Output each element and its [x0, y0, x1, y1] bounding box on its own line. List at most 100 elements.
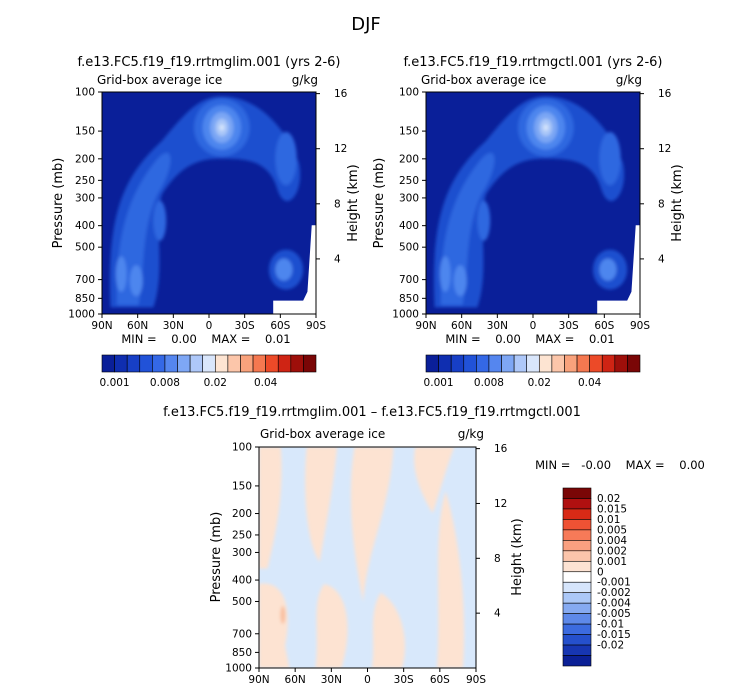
- colorbar-swatch: [562, 644, 592, 656]
- x-tick-label: 30N: [487, 320, 508, 332]
- y-tick-label: 200: [232, 508, 252, 520]
- colorbar-label: 0.02: [597, 493, 620, 505]
- colorbar-swatch: [513, 354, 528, 373]
- y-tick-label: 250: [232, 529, 252, 541]
- colorbar-swatch: [438, 354, 452, 373]
- y-tick-label: 700: [75, 274, 95, 286]
- x-tick-label: 30N: [163, 320, 184, 332]
- colorbar-swatch: [139, 354, 153, 373]
- surface-mask: [597, 225, 640, 314]
- ice-contour: [116, 152, 171, 306]
- colorbar-swatch: [450, 354, 465, 373]
- colorbar-swatch: [501, 354, 515, 373]
- ice-field: [426, 92, 640, 314]
- colorbar-label: 0.001: [100, 377, 130, 389]
- colorbar-label: 0: [597, 566, 604, 578]
- y-tick-label: 1000: [225, 663, 252, 675]
- x-tick-label: 90N: [415, 320, 436, 332]
- colorbar-swatch: [463, 354, 477, 373]
- y2-axis-label: Height (km): [670, 164, 685, 241]
- x-tick-label: 90N: [91, 320, 112, 332]
- colorbar-label: -0.002: [597, 587, 631, 599]
- colorbar-swatch: [562, 571, 592, 583]
- colorbar-label: -0.015: [597, 629, 631, 641]
- colorbar-label: 0.04: [578, 377, 602, 389]
- colorbar-label: 0.04: [254, 377, 278, 389]
- y-axis-label: Pressure (mb): [372, 158, 387, 249]
- x-tick-label: 60S: [594, 320, 614, 332]
- x-tick-label: 30N: [321, 674, 342, 686]
- y-tick-label: 700: [399, 274, 419, 286]
- ice-contour: [115, 256, 127, 292]
- colorbar-swatch: [589, 354, 603, 373]
- y-tick-label: 100: [399, 87, 419, 99]
- y2-tick-label: 8: [334, 198, 341, 210]
- ice-contour: [440, 152, 495, 306]
- colorbar-label: -0.02: [597, 640, 624, 652]
- x-tick-label: 30S: [235, 320, 255, 332]
- colorbar-swatch: [177, 354, 191, 373]
- y-tick-label: 500: [399, 242, 419, 254]
- colorbar-label: 0.008: [150, 377, 180, 389]
- diff-contour: [371, 592, 405, 668]
- y-tick-label: 300: [75, 192, 95, 204]
- x-tick-label: 30S: [394, 674, 414, 686]
- panel-title: f.e13.FC5.f19_f19.rrtmglim.001 (yrs 2-6): [77, 55, 340, 70]
- y-tick-label: 500: [75, 242, 95, 254]
- colorbar-swatch: [126, 354, 141, 373]
- y-tick-label: 500: [232, 596, 252, 608]
- colorbar-swatch: [164, 354, 178, 373]
- y-tick-label: 850: [232, 647, 252, 659]
- colorbar-swatch: [562, 529, 592, 541]
- panel-subtitle: Grid-box average ice: [421, 73, 546, 87]
- ice-contour: [109, 96, 301, 308]
- y-tick-label: 250: [75, 175, 95, 187]
- y2-tick-label: 16: [658, 88, 672, 100]
- x-tick-label: 60S: [430, 674, 450, 686]
- ice-contour: [543, 124, 549, 131]
- figure-title: DJF: [351, 14, 381, 35]
- panel-right: f.e13.FC5.f19_f19.rrtmgctl.001 (yrs 2-6)…: [372, 55, 685, 389]
- diff-contour: [436, 491, 465, 668]
- colorbar-swatch: [277, 354, 292, 373]
- ice-contour: [477, 200, 491, 241]
- x-tick-label: 60S: [270, 320, 290, 332]
- y-axis-label: Pressure (mb): [209, 512, 224, 603]
- colorbar-label: 0.001: [597, 556, 627, 568]
- colorbar: 0.001 0.008 0.02 0.04: [100, 354, 317, 389]
- colorbar-swatch: [526, 354, 540, 373]
- y2-tick-label: 4: [658, 253, 665, 265]
- x-tick-label: 0: [530, 320, 537, 332]
- diff-contour: [259, 447, 282, 569]
- y-tick-label: 100: [75, 87, 95, 99]
- y-tick-label: 1000: [392, 309, 419, 321]
- colorbar-label: 0.002: [597, 545, 627, 557]
- y-tick-label: 400: [399, 220, 419, 232]
- colorbar-swatch: [101, 354, 115, 373]
- colorbar-label: -0.001: [597, 577, 631, 589]
- colorbar-label: 0.004: [597, 535, 627, 547]
- colorbar-label: 0.015: [597, 503, 627, 515]
- y2-axis-label: Height (km): [510, 518, 525, 595]
- ice-contour: [275, 131, 297, 186]
- colorbar-swatch: [562, 655, 592, 667]
- colorbar-swatch: [265, 354, 279, 373]
- ice-contour: [439, 256, 451, 292]
- colorbar-swatch: [202, 354, 216, 373]
- y2-tick-label: 12: [334, 143, 347, 155]
- ice-field: [102, 92, 316, 314]
- x-tick-label: 90S: [466, 674, 486, 686]
- diff-title: f.e13.FC5.f19_f19.rrtmglim.001 – f.e13.F…: [163, 405, 581, 420]
- colorbar-swatch: [562, 634, 592, 646]
- y-tick-label: 150: [75, 126, 95, 138]
- x-tick-label: 30S: [559, 320, 579, 332]
- ice-contour: [453, 265, 467, 297]
- panel-subtitle: Grid-box average ice: [260, 427, 385, 441]
- y-tick-label: 100: [232, 442, 252, 454]
- y-tick-label: 700: [232, 628, 252, 640]
- surface-mask: [273, 225, 316, 314]
- colorbar-swatch: [562, 602, 592, 614]
- y2-tick-label: 12: [494, 498, 507, 510]
- diff-contour: [350, 447, 394, 602]
